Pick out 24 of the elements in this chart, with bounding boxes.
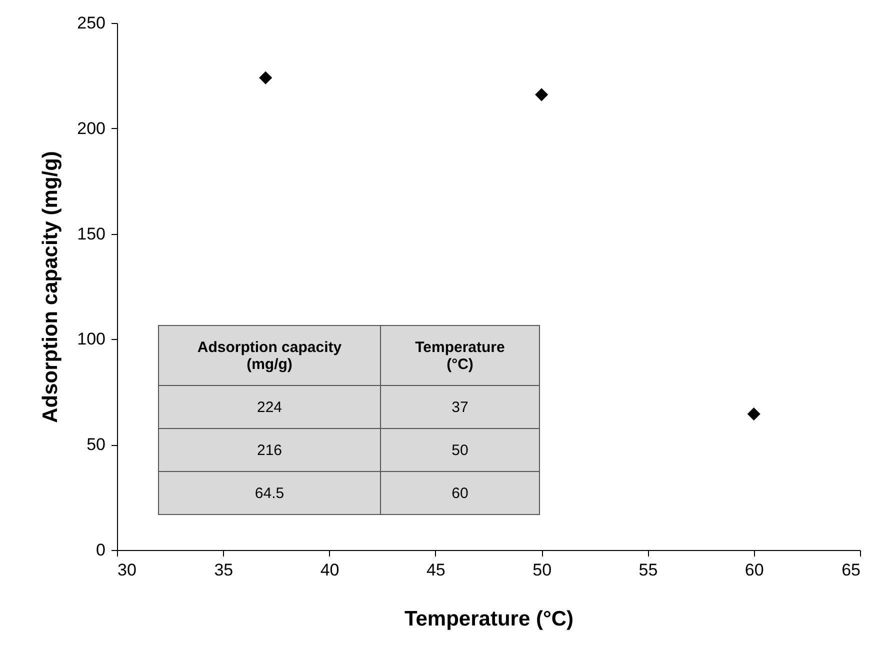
x-axis-title: Temperature (°C) [404, 608, 574, 630]
y-tick-label: 0 [96, 540, 106, 560]
y-tick-label: 50 [86, 435, 106, 454]
x-tick-label: 55 [638, 560, 658, 580]
x-tick-label: 65 [842, 560, 860, 580]
x-tick-label: 40 [320, 560, 340, 580]
annotation: 224 [158, 386, 380, 428]
y-tick-label: 200 [77, 118, 106, 138]
annotation: 60 [380, 472, 540, 514]
x-tick-label: 30 [118, 560, 136, 580]
annotation: 37 [380, 386, 540, 428]
x-tick-label: 60 [744, 560, 764, 580]
y-axis-title: Adsorption capacity (mg/g) [39, 151, 62, 423]
annotation: Temperature (°C) [380, 326, 540, 386]
x-tick-label: 35 [214, 560, 234, 580]
annotation: Adsorption capacity (mg/g) [158, 326, 380, 386]
annotation: 216 [158, 428, 380, 472]
y-tick-label: 150 [77, 224, 106, 244]
y-tick-label: 100 [77, 330, 106, 349]
annotation: 64.5 [158, 472, 380, 514]
x-tick-label: 45 [426, 560, 446, 580]
y-tick-label: 250 [77, 14, 106, 32]
x-tick-label: 50 [532, 560, 552, 580]
annotation: 50 [380, 428, 540, 472]
